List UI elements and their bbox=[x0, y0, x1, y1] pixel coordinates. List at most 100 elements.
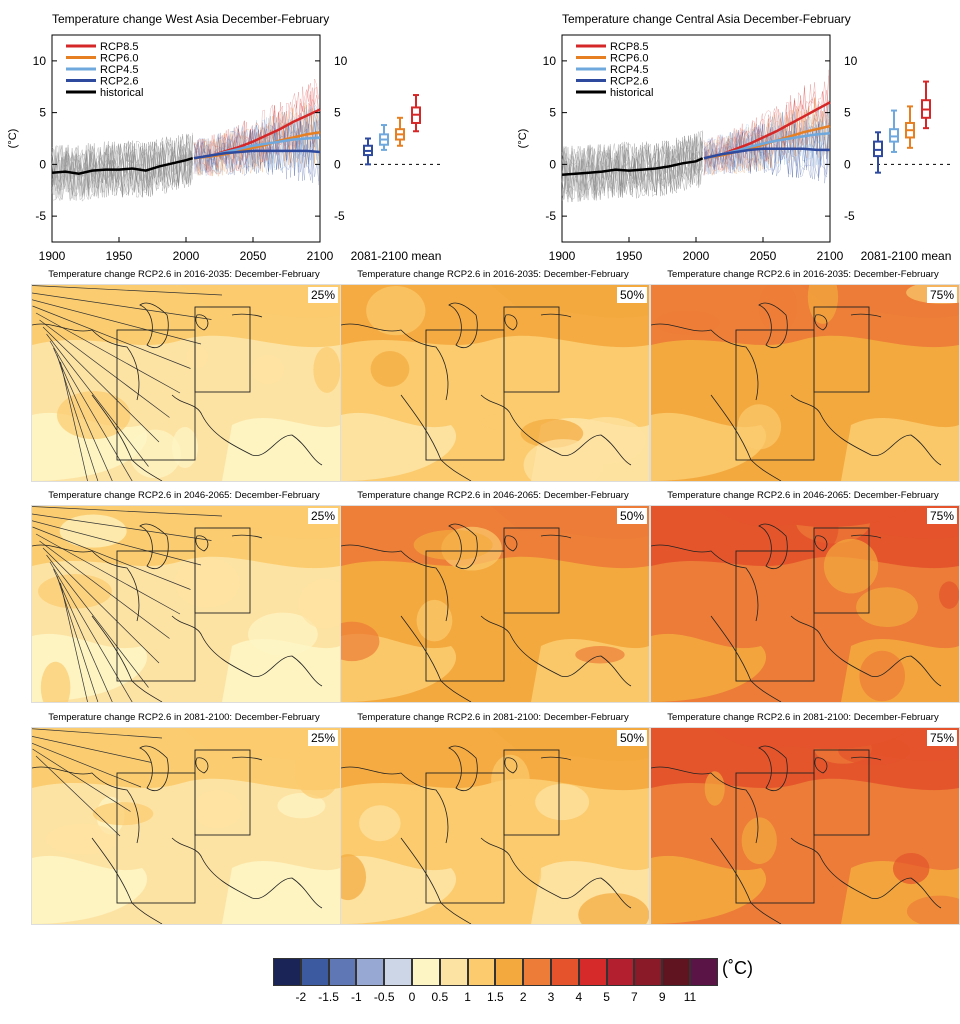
map-panel: 25% bbox=[31, 505, 341, 703]
warming-region-southwest bbox=[651, 412, 767, 481]
colorbar-cell bbox=[551, 958, 579, 986]
warming-patch bbox=[939, 581, 959, 609]
warming-patch bbox=[500, 624, 540, 671]
warming-patch bbox=[856, 587, 918, 627]
colorbar-label: -1 bbox=[351, 990, 362, 1004]
region-boxes bbox=[425, 306, 560, 461]
map-title: Temperature change RCP2.6 in 2046-2065: … bbox=[667, 490, 939, 501]
boxplot-rcp26 bbox=[873, 131, 883, 174]
warming-patch bbox=[575, 646, 625, 664]
colorbar-unit: (˚C) bbox=[722, 958, 753, 978]
region-box-west-asia bbox=[735, 772, 815, 904]
region-boxes bbox=[735, 527, 870, 682]
warming-patch bbox=[294, 743, 340, 799]
warming-region-southeast bbox=[222, 860, 340, 924]
coastline-aral bbox=[814, 757, 828, 774]
map-title: Temperature change RCP2.6 in 2081-2100: … bbox=[357, 712, 629, 723]
coastline-persian-gulf bbox=[480, 394, 632, 466]
warming-patch bbox=[578, 893, 649, 924]
hatching bbox=[32, 506, 223, 702]
percentile-badge: 25% bbox=[307, 730, 338, 746]
percentile-badge: 50% bbox=[616, 287, 647, 303]
warming-patch bbox=[811, 426, 838, 457]
x-tick-label: 2050 bbox=[240, 249, 267, 263]
coastline-lake bbox=[231, 313, 263, 318]
region-boxes bbox=[116, 527, 251, 682]
colorbar-label: 0.5 bbox=[431, 990, 449, 1004]
warming-region-southeast bbox=[222, 417, 340, 481]
warming-region-peak bbox=[711, 728, 911, 749]
coastline-persian-gulf bbox=[171, 394, 323, 466]
warming-patch bbox=[481, 412, 538, 432]
map-canvas bbox=[341, 506, 649, 702]
warming-patch bbox=[523, 439, 604, 481]
colorbar-label: 5 bbox=[603, 990, 610, 1004]
x-tick-label: 1900 bbox=[39, 249, 66, 263]
warming-patch bbox=[298, 578, 340, 629]
warming-patch bbox=[535, 783, 590, 821]
y-tick-label: -5 bbox=[545, 209, 556, 223]
region-box-west-asia bbox=[116, 550, 196, 682]
colorbar-cell bbox=[300, 958, 329, 986]
warming-patch bbox=[737, 404, 782, 450]
warming-patch bbox=[359, 805, 401, 842]
boxplot-rcp85 bbox=[411, 94, 421, 133]
warming-patch bbox=[193, 790, 242, 829]
region-boxes bbox=[425, 527, 560, 682]
legend-label: RCP2.6 bbox=[100, 76, 139, 88]
warming-patch bbox=[370, 351, 410, 387]
warming-region-southeast bbox=[222, 638, 340, 702]
x-tick-label: 2100 bbox=[817, 249, 844, 263]
legend-label: historical bbox=[610, 87, 653, 99]
coastline-mediterranean bbox=[32, 766, 140, 844]
colorbar-cell bbox=[495, 958, 524, 986]
coastline-caspian bbox=[758, 302, 788, 348]
coastline-aral bbox=[504, 314, 518, 331]
warming-region-southwest bbox=[341, 855, 457, 924]
region-box-west-asia bbox=[735, 550, 815, 682]
y-tick-label: 5 bbox=[39, 106, 46, 120]
percentile-badge: 75% bbox=[926, 287, 957, 303]
colorbar-label: -1.5 bbox=[318, 990, 339, 1004]
percentile-badge: 25% bbox=[307, 508, 338, 524]
legend-label: RCP6.0 bbox=[100, 53, 139, 65]
region-boxes bbox=[735, 306, 870, 461]
warming-patch bbox=[491, 754, 530, 806]
map-title: Temperature change RCP2.6 in 2081-2100: … bbox=[667, 712, 939, 723]
map-canvas bbox=[651, 506, 959, 702]
coastline-lake bbox=[850, 313, 882, 318]
colorbar-cell bbox=[356, 958, 385, 986]
colorbar-cell bbox=[523, 958, 551, 986]
x-tick-label: 2000 bbox=[683, 249, 710, 263]
region-box-west-asia bbox=[425, 550, 505, 682]
chart-title-central-asia: Temperature change Central Asia December… bbox=[562, 12, 851, 26]
boxplot-rcp45 bbox=[379, 124, 389, 151]
coastline-mediterranean bbox=[341, 766, 449, 844]
coastline-lake bbox=[231, 756, 263, 761]
colorbar-cell bbox=[467, 958, 496, 986]
warming-patch bbox=[655, 310, 720, 335]
map-title: Temperature change RCP2.6 in 2016-2035: … bbox=[357, 269, 629, 280]
x-tick-label: 1900 bbox=[549, 249, 576, 263]
coastline-mediterranean bbox=[341, 544, 449, 622]
coastline-persian-gulf bbox=[790, 394, 942, 466]
colorbar-cell bbox=[662, 958, 690, 986]
series-line-rcp26 bbox=[193, 149, 321, 160]
y-tick-label-right: 0 bbox=[334, 157, 341, 171]
warming-region-southeast bbox=[841, 417, 959, 481]
warming-patch bbox=[186, 346, 208, 369]
y-tick-label: 10 bbox=[33, 54, 47, 68]
coastline-aral bbox=[814, 535, 828, 552]
warming-patch bbox=[366, 286, 426, 336]
colorbar-cell bbox=[439, 958, 468, 986]
percentile-badge: 25% bbox=[307, 287, 338, 303]
colorbar-cell bbox=[384, 958, 412, 986]
warming-region-southwest bbox=[651, 633, 767, 702]
coastline-caspian bbox=[448, 523, 478, 569]
x-tick-label: 1950 bbox=[106, 249, 133, 263]
percentile-badge: 50% bbox=[616, 508, 647, 524]
y-tick-label-right: -5 bbox=[844, 209, 855, 223]
coastline-caspian bbox=[448, 745, 478, 791]
boxplot-rcp60 bbox=[905, 105, 915, 149]
coastline-mediterranean bbox=[341, 323, 449, 401]
